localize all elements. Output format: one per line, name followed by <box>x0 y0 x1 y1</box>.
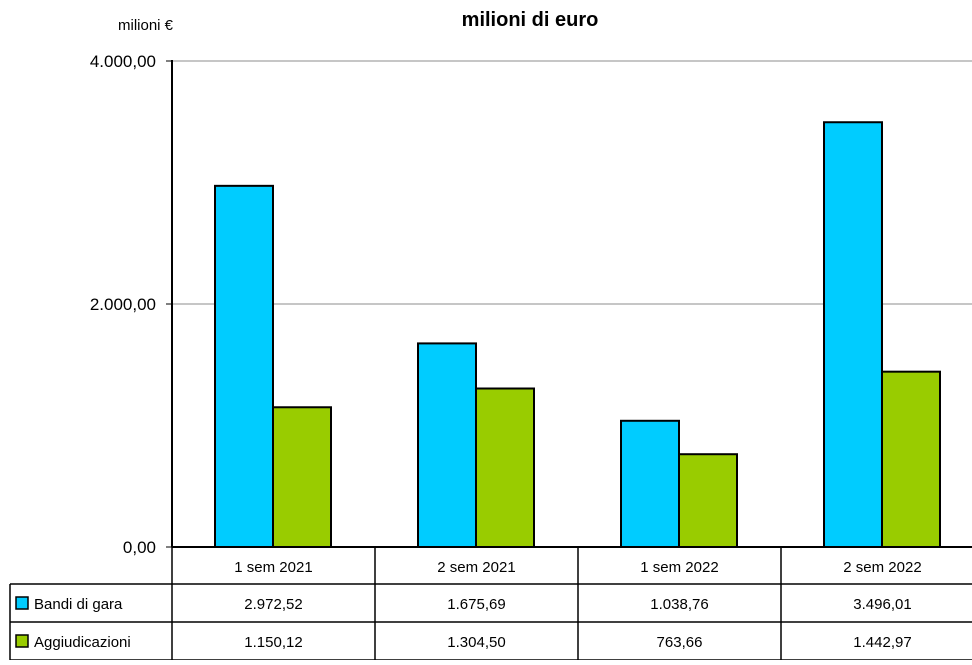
chart-title: milioni di euro <box>462 9 599 31</box>
x-tick-label: 1 sem 2021 <box>234 559 312 576</box>
legend-key <box>15 596 29 610</box>
bar <box>620 419 680 548</box>
bar <box>678 453 738 548</box>
bar <box>417 342 477 548</box>
bar <box>475 387 535 548</box>
y-tick-label: 0,00 <box>123 538 156 557</box>
x-tick-label: 2 sem 2021 <box>437 559 515 576</box>
bars-layer <box>214 121 941 549</box>
bar <box>214 184 274 549</box>
data-label: 1.304,50 <box>447 634 505 651</box>
y-unit-label: milioni € <box>118 17 174 34</box>
x-tick-label: 1 sem 2022 <box>640 559 718 576</box>
bar <box>823 121 883 549</box>
data-label: 1.150,12 <box>244 634 302 651</box>
data-label: 3.496,01 <box>853 596 911 613</box>
y-tick-label: 2.000,00 <box>90 295 156 314</box>
x-tick-label: 2 sem 2022 <box>843 559 921 576</box>
legend-key <box>15 634 29 648</box>
data-label: 1.442,97 <box>853 634 911 651</box>
bar <box>272 406 332 548</box>
axis-layer: 0,00 2.000,00 4.000,00 <box>90 52 173 557</box>
bar <box>881 370 941 548</box>
data-label: 1.038,76 <box>650 596 708 613</box>
data-label: 1.675,69 <box>447 596 505 613</box>
data-label: 2.972,52 <box>244 596 302 613</box>
data-table: 1 sem 2021 2 sem 2021 1 sem 2022 2 sem 2022… <box>9 546 972 661</box>
legend-label: Aggiudicazioni <box>34 634 131 651</box>
y-tick-label: 4.000,00 <box>90 52 156 71</box>
data-label: 763,66 <box>657 634 703 651</box>
legend-label: Bandi di gara <box>34 596 123 613</box>
